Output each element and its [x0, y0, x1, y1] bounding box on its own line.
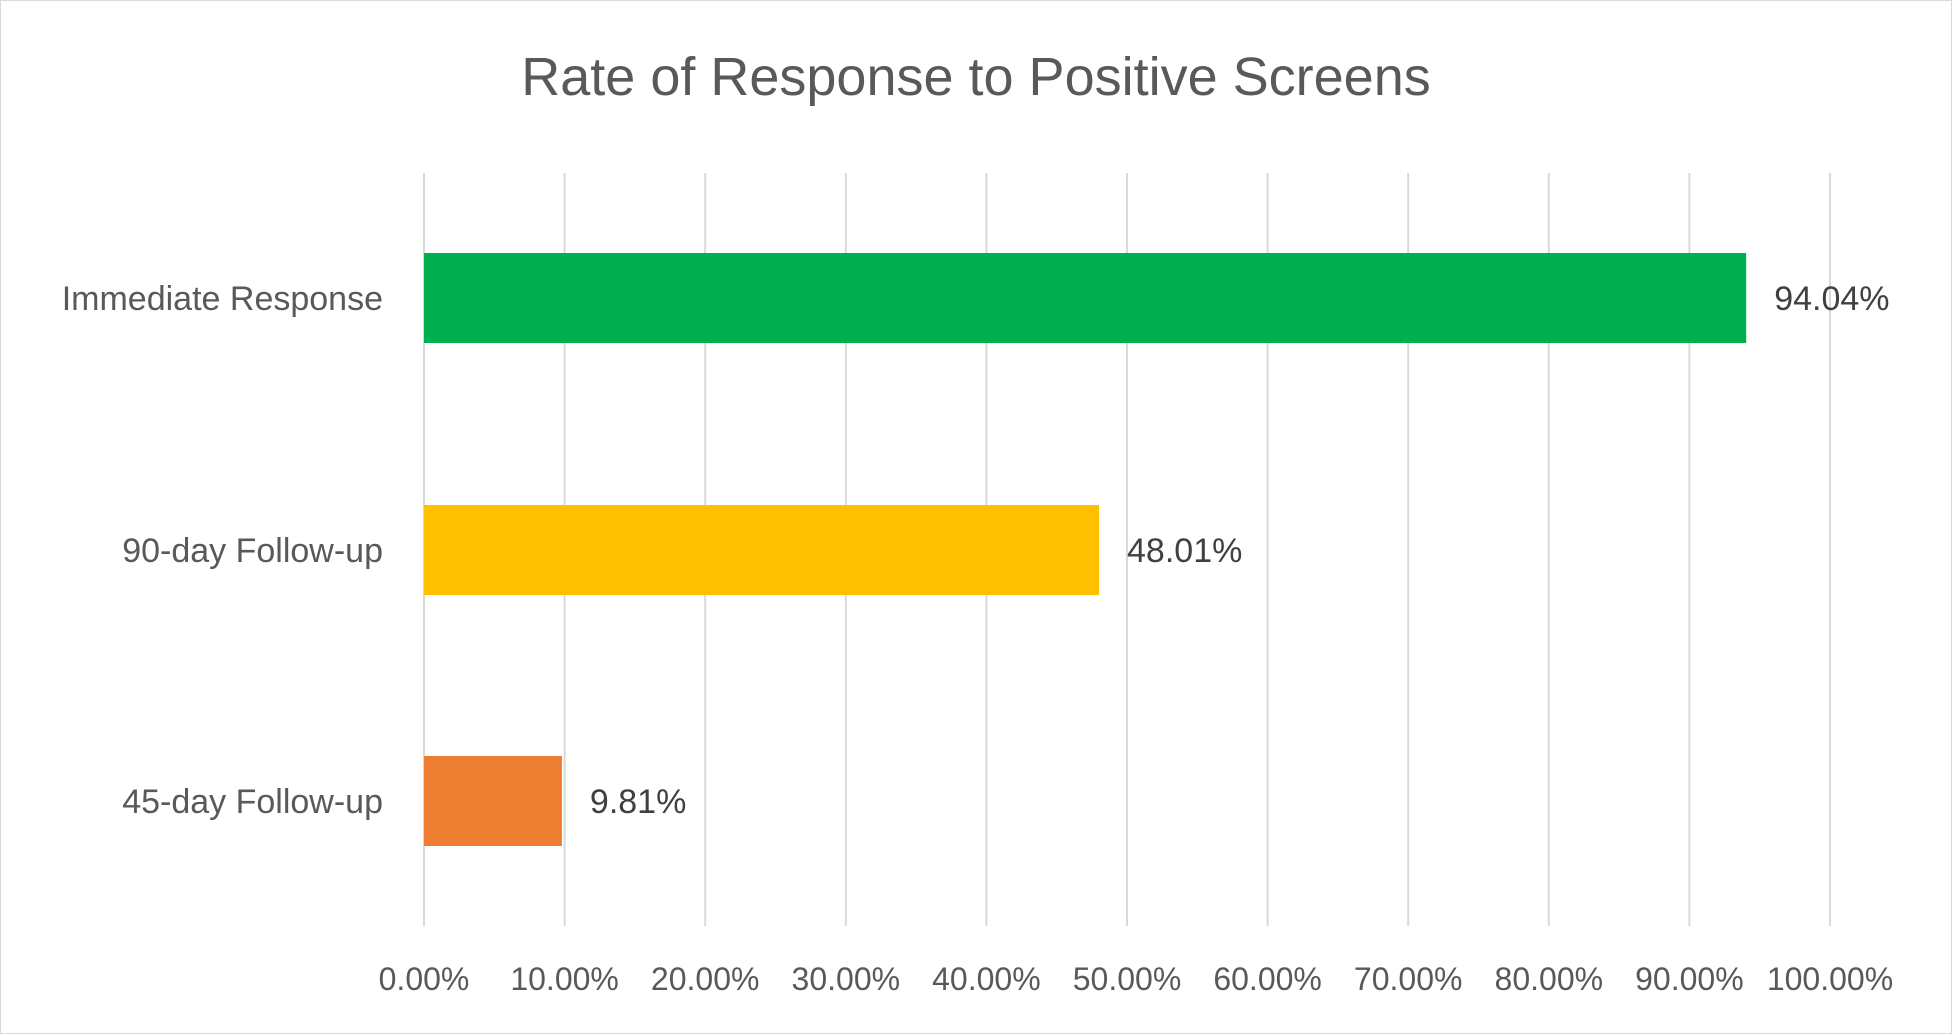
x-tick-label-8: 80.00%	[1495, 961, 1604, 997]
bar-2	[424, 756, 562, 846]
x-axis-tick-labels: 0.00% 10.00% 20.00% 30.00% 40.00% 50.00% 60.00…	[379, 961, 1894, 997]
x-tick-label-7: 70.00%	[1354, 961, 1463, 997]
category-label-1: 90-day Follow-up	[122, 532, 383, 570]
data-label-0: 94.04%	[1774, 280, 1889, 318]
x-tick-label-5: 50.00%	[1073, 961, 1182, 997]
x-tick-label-9: 90.00%	[1635, 961, 1744, 997]
x-tick-label-2: 20.00%	[651, 961, 760, 997]
data-labels: 94.04% 48.01% 9.81%	[590, 280, 1890, 821]
bar-1	[424, 505, 1100, 595]
category-labels: Immediate Response 90-day Follow-up 45-day…	[62, 280, 383, 821]
chart-title: Rate of Response to Positive Screens	[521, 47, 1430, 107]
data-label-2: 9.81%	[590, 783, 686, 821]
x-tick-label-0: 0.00%	[379, 961, 470, 997]
x-tick-label-10: 100.00%	[1767, 961, 1893, 997]
bars	[424, 253, 1747, 846]
category-label-2: 45-day Follow-up	[122, 783, 383, 821]
x-tick-label-4: 40.00%	[932, 961, 1041, 997]
bar-0	[424, 253, 1747, 343]
data-label-1: 48.01%	[1127, 532, 1242, 570]
x-tick-label-6: 60.00%	[1213, 961, 1322, 997]
x-tick-label-1: 10.00%	[510, 961, 619, 997]
category-label-0: Immediate Response	[62, 280, 383, 318]
x-tick-label-3: 30.00%	[792, 961, 901, 997]
